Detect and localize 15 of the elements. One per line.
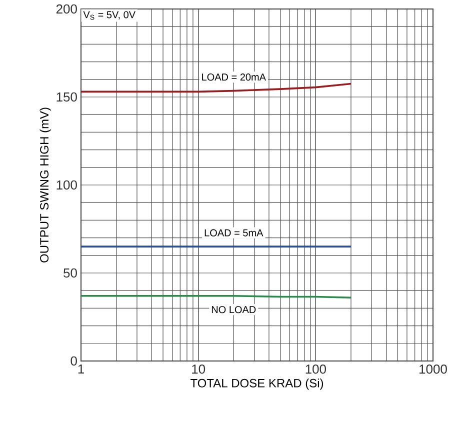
series-label: LOAD = 20mA	[202, 74, 266, 81]
x-tick-label: 1000	[420, 364, 447, 374]
y-tick-label: 100	[56, 180, 77, 190]
y-tick-label: 50	[64, 268, 77, 278]
y-tick-label: 150	[56, 92, 77, 102]
y-axis-title: OUTPUT SWING HIGH (mV)	[40, 108, 51, 262]
series-label: LOAD = 5mA	[204, 229, 264, 236]
series-label: NO LOAD	[212, 306, 256, 314]
x-tick-label: 100	[306, 364, 326, 374]
y-tick-label: 0	[70, 356, 77, 366]
x-tick-label: 10	[192, 364, 206, 374]
x-tick-label: 1	[78, 364, 84, 374]
y-tick-label: 200	[56, 4, 77, 14]
annotation: V$_{S}$ = 5V, 0V	[83, 11, 136, 20]
x-axis-title: TOTAL DOSE KRAD (Si)	[190, 378, 324, 390]
